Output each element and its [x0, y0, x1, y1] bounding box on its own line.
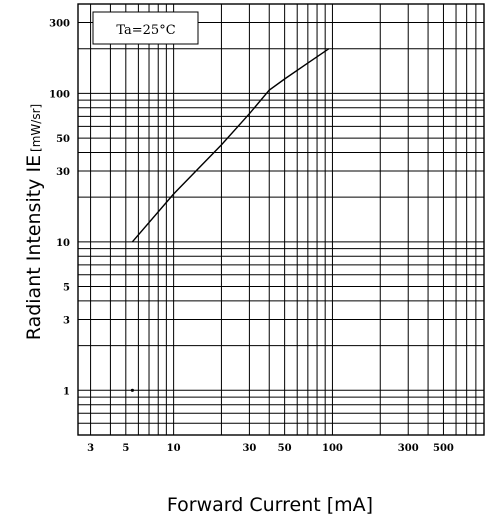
data-point	[130, 388, 134, 392]
x-tick-label: 300	[398, 443, 419, 454]
y-tick-label: 30	[56, 167, 70, 178]
y-axis-unit: [mW/sr]	[29, 104, 43, 152]
x-tick-label: 30	[242, 443, 256, 454]
chart-curves	[130, 48, 330, 392]
y-axis-label: Radiant Intensity IE	[23, 155, 45, 340]
annotation-box	[92, 11, 199, 45]
x-tick-label: 3	[87, 443, 94, 454]
series-line	[131, 48, 330, 243]
y-tick-labels: 1 3 5 10 30 50 100 300	[49, 19, 70, 398]
x-tick-labels: 3 5 10 30 50 100 300 500	[87, 443, 454, 454]
chart-grid	[78, 3, 485, 436]
x-tick-label: 10	[167, 443, 181, 454]
y-axis-title: Radiant Intensity IE [mW/sr]	[23, 104, 45, 340]
y-tick-label: 3	[63, 315, 70, 326]
x-axis-title: Forward Current [mA]	[167, 494, 373, 516]
x-tick-label: 50	[278, 443, 292, 454]
annotation-text: Ta=25°C	[116, 23, 175, 38]
condition-annotation: Ta=25°C	[92, 11, 199, 45]
y-tick-label: 100	[49, 89, 70, 100]
x-tick-label: 5	[122, 443, 129, 454]
x-tick-label: 100	[322, 443, 343, 454]
y-tick-label: 5	[63, 283, 70, 294]
y-tick-label: 50	[56, 134, 70, 145]
x-tick-label: 500	[433, 443, 454, 454]
y-tick-label: 10	[56, 238, 70, 249]
y-tick-label: 300	[49, 19, 70, 30]
plot-frame	[77, 3, 485, 436]
y-axis-title-text: Radiant Intensity IE [mW/sr]	[23, 104, 45, 340]
y-tick-label: 1	[63, 386, 70, 397]
